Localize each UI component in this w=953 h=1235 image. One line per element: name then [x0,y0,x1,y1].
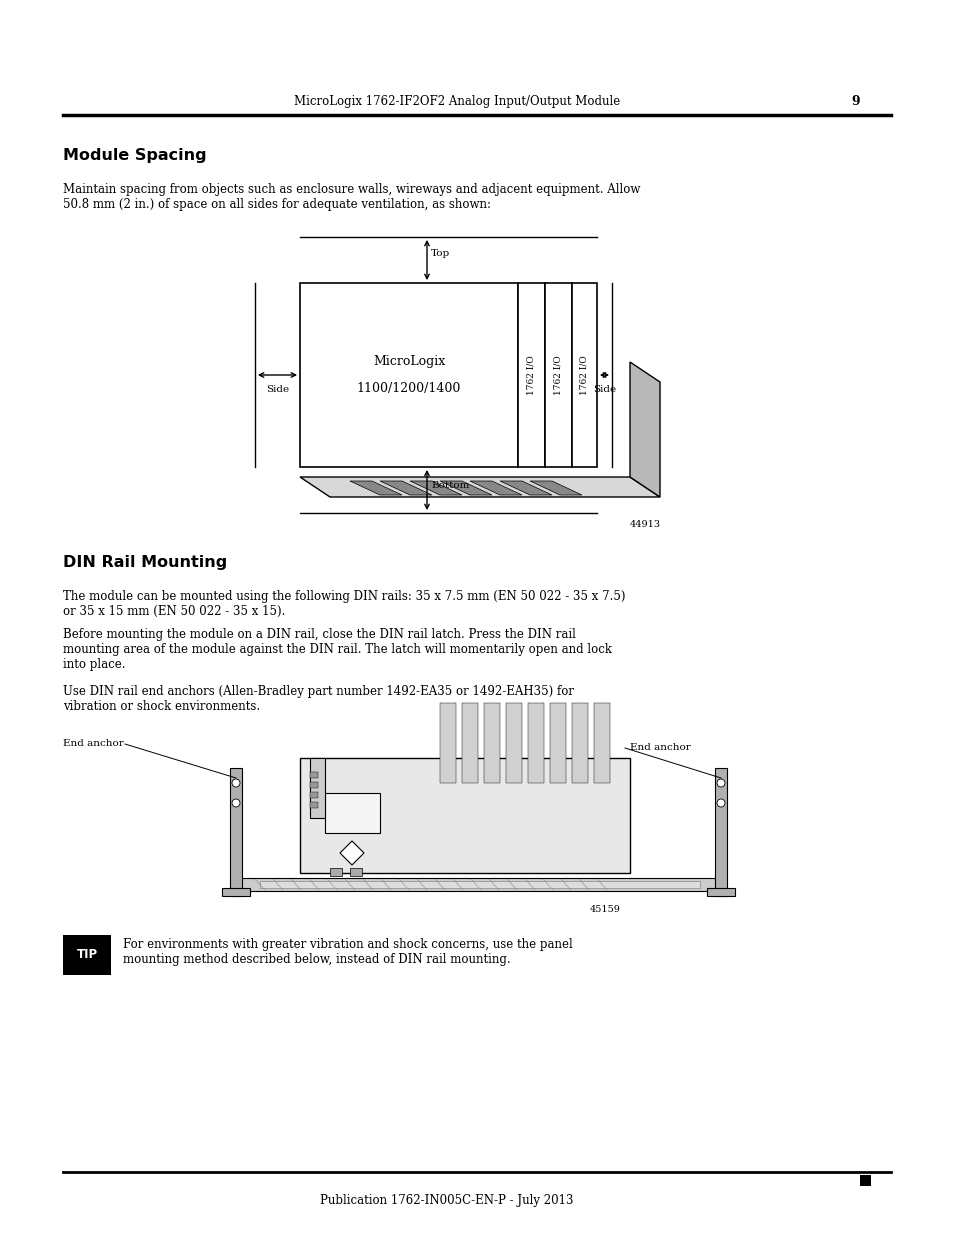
Bar [594,703,609,783]
Bar [63,935,111,974]
Bar [483,703,499,783]
Bar [527,703,543,783]
Polygon shape [530,480,581,495]
Text: 45159: 45159 [589,905,620,914]
Bar [439,703,456,783]
Text: MicroLogix 1762-IF2OF2 Analog Input/Output Module: MicroLogix 1762-IF2OF2 Analog Input/Outp… [294,95,619,107]
Text: MicroLogix: MicroLogix [373,354,445,368]
Bar [325,793,379,832]
Polygon shape [439,480,492,495]
Text: End anchor: End anchor [63,740,124,748]
Bar [260,881,700,888]
Polygon shape [339,841,364,864]
Text: The module can be mounted using the following DIN rails: 35 x 7.5 mm (EN 50 022 : The module can be mounted using the foll… [63,590,625,618]
Circle shape [232,799,240,806]
Bar [299,283,517,467]
Bar [310,782,317,788]
Bar [222,888,250,897]
Polygon shape [299,477,659,496]
Circle shape [232,779,240,787]
Bar [310,758,325,818]
Bar [350,868,361,876]
Text: 44913: 44913 [629,520,660,529]
Text: Maintain spacing from objects such as enclosure walls, wireways and adjacent equ: Maintain spacing from objects such as en… [63,183,639,211]
Text: TIP: TIP [76,948,97,962]
Polygon shape [410,480,461,495]
Bar [505,703,521,783]
Bar [310,772,317,778]
Bar [230,768,242,897]
Text: 1762 I/O: 1762 I/O [526,356,536,395]
Bar [714,768,726,897]
Bar [572,283,597,467]
Text: 1762 I/O: 1762 I/O [579,356,588,395]
Text: DIN Rail Mounting: DIN Rail Mounting [63,555,227,571]
Bar [330,868,341,876]
Polygon shape [470,480,521,495]
Text: Side: Side [266,384,289,394]
Bar [550,703,565,783]
Polygon shape [379,480,432,495]
Text: 9: 9 [850,95,859,107]
Bar [544,283,572,467]
Text: Side: Side [593,384,616,394]
Bar [517,283,544,467]
Text: Use DIN rail end anchors (Allen-Bradley part number 1492-EA35 or 1492-EAH35) for: Use DIN rail end anchors (Allen-Bradley … [63,685,574,713]
Text: For environments with greater vibration and shock concerns, use the panel
mounti: For environments with greater vibration … [123,939,572,966]
Text: End anchor: End anchor [629,743,690,752]
Circle shape [717,779,724,787]
Bar [706,888,734,897]
Polygon shape [350,480,401,495]
Polygon shape [629,362,659,496]
Text: Before mounting the module on a DIN rail, close the DIN rail latch. Press the DI: Before mounting the module on a DIN rail… [63,629,612,671]
Text: Publication 1762-IN005C-EN-P - July 2013: Publication 1762-IN005C-EN-P - July 2013 [320,1194,573,1207]
Text: Top: Top [431,248,450,258]
Circle shape [717,799,724,806]
Text: 1762 I/O: 1762 I/O [554,356,562,395]
Bar [310,792,317,798]
Bar [461,703,477,783]
Bar [572,703,587,783]
Bar [859,1174,870,1186]
Bar [240,878,720,890]
Text: 1100/1200/1400: 1100/1200/1400 [356,382,460,395]
Bar [299,758,629,873]
Polygon shape [499,480,552,495]
Text: Module Spacing: Module Spacing [63,148,207,163]
Bar [310,802,317,808]
Text: Bottom: Bottom [431,482,469,490]
